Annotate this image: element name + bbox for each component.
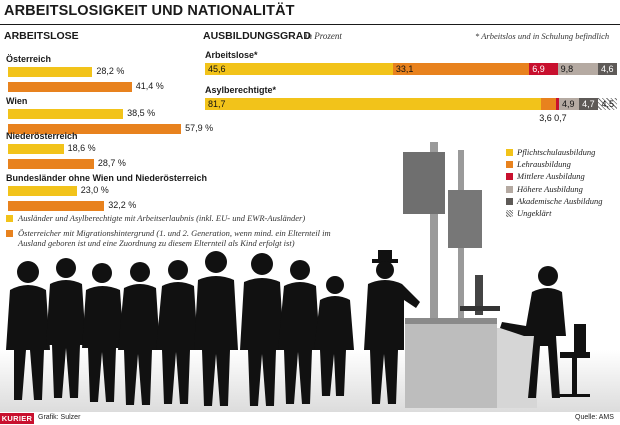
person-with-hat-silhouette <box>364 250 420 404</box>
category-label: Niederösterreich <box>6 131 78 141</box>
legend-foreigners-swatch <box>6 215 13 222</box>
person-silhouette <box>82 263 124 402</box>
stack-segment <box>557 63 599 75</box>
bar-foreigners <box>8 109 124 119</box>
counter-desk-silhouette <box>403 142 537 408</box>
stack-category-label: Arbeitslose* <box>205 50 258 60</box>
person-silhouette <box>314 276 354 396</box>
person-silhouette <box>118 262 160 405</box>
person-silhouette <box>194 251 238 406</box>
person-silhouette <box>6 261 50 400</box>
stack-segment <box>541 98 557 110</box>
bar-value-label: 18,6 % <box>67 143 96 153</box>
category-label: Bundesländer ohne Wien und Niederösterre… <box>6 173 207 183</box>
bar-foreigners <box>8 186 77 196</box>
person-silhouette <box>240 253 284 406</box>
bar-value-label: 28,2 % <box>96 66 125 76</box>
stack-category-label: Asylberechtigte* <box>205 85 277 95</box>
right-section-subheading: in Prozent <box>305 31 342 41</box>
legend-label: Höhere Ausbildung <box>517 183 583 194</box>
graphic-credit: Grafik: Sulzer <box>38 414 81 421</box>
category-label: Österreich <box>6 54 52 64</box>
legend-label: Akademische Ausbildung <box>517 195 603 206</box>
legend-swatch <box>506 161 513 169</box>
kurier-logo: KURIER <box>0 413 34 424</box>
title-divider <box>0 24 620 25</box>
legend-swatch <box>506 149 513 156</box>
stack-segment-value: 0,7 <box>554 113 567 123</box>
legend-foreigners-label: Ausländer und Asylberechtigte mit Arbeit… <box>18 213 306 223</box>
source-credit: Quelle: AMS <box>575 414 614 421</box>
stack-segment-value: 81,7 <box>208 99 226 109</box>
legend-label: Ungeklärt <box>517 208 552 218</box>
legend-swatch <box>506 185 513 193</box>
stack-segment-value: 4,6 <box>601 64 614 74</box>
bar-migration <box>8 82 132 92</box>
bar-migration <box>8 159 94 169</box>
legend-label: Mittlere Ausbildung <box>517 171 585 182</box>
legend-swatch <box>506 173 513 181</box>
legend-migration-label: Österreicher mit Migrationshintergrund (… <box>18 228 331 248</box>
legend-swatch <box>506 197 513 205</box>
bar-foreigners <box>8 67 93 77</box>
stack-segment <box>579 98 599 110</box>
office-chair-silhouette <box>558 324 590 397</box>
clerk-silhouette <box>500 266 566 398</box>
stack-segment <box>205 98 542 110</box>
bar-value-label: 23,0 % <box>80 185 109 195</box>
stack-segment-value: 4,5 <box>601 99 614 109</box>
bar-migration <box>8 201 105 211</box>
stack-segment-value: 3,6 <box>539 113 552 123</box>
stack-segment <box>529 63 558 75</box>
bar-value-label: 38,5 % <box>127 108 156 118</box>
person-silhouette <box>156 260 198 404</box>
right-section-note: * Arbeitslos und in Schulung befindlich <box>475 31 610 41</box>
right-section-heading: AUSBILDUNGSGRAD <box>203 30 311 42</box>
stack-segment-value: 33,1 <box>395 64 414 74</box>
bar-migration <box>8 124 182 134</box>
person-silhouette <box>46 258 86 398</box>
legend-migration-swatch <box>6 230 13 237</box>
stack-segment-value: 4,7 <box>582 99 595 109</box>
left-section-heading: ARBEITSLOSE <box>4 30 79 42</box>
stack-segment-value: 45,6 <box>208 64 226 74</box>
bar-foreigners <box>8 144 64 154</box>
category-label: Wien <box>6 96 28 106</box>
bar-value-label: 32,2 % <box>108 200 137 210</box>
stack-segment-value: 9,8 <box>560 64 574 74</box>
legend-swatch <box>506 210 513 217</box>
stack-segment-value: 4,9 <box>561 99 575 109</box>
stack-segment <box>556 98 559 110</box>
stack-segment <box>558 98 580 110</box>
stack-segment-value: 6,9 <box>532 64 545 74</box>
stack-segment <box>598 63 617 75</box>
bar-value-label: 28,7 % <box>97 158 126 168</box>
page-title: ARBEITSLOSIGKEIT UND NATIONALITÄT <box>4 3 295 19</box>
bar-value-label: 57,9 % <box>185 123 214 133</box>
person-silhouette <box>278 260 320 404</box>
bar-value-label: 41,4 % <box>135 81 164 91</box>
stack-segment <box>205 63 393 75</box>
legend-label: Pflichtschulausbildung <box>517 147 596 157</box>
stack-segment <box>392 63 530 75</box>
legend-label: Lehrausbildung <box>517 159 571 170</box>
stack-segment <box>598 98 617 110</box>
